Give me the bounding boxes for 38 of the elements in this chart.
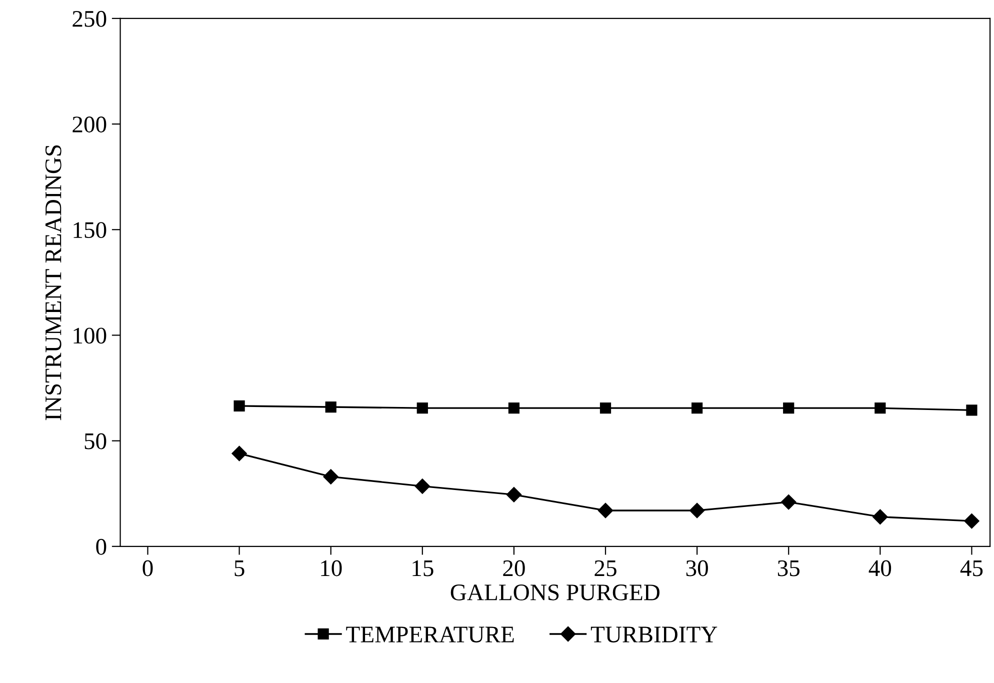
x-tick-label: 40 [868, 560, 892, 576]
point [781, 494, 796, 510]
y-tick-label: 50 [84, 433, 106, 450]
point [874, 402, 886, 414]
y-tick-label: 200 [72, 116, 106, 132]
y-axis-title: INSTRUMENT READINGS [45, 145, 62, 420]
point [325, 401, 336, 413]
x-tick-label: 30 [686, 560, 708, 576]
legend-label: TEMPERATURE [346, 626, 514, 642]
point [692, 402, 703, 414]
point [872, 509, 888, 524]
y-tick-label: 250 [72, 10, 106, 27]
point [964, 513, 980, 529]
x-tick-label: 35 [778, 560, 800, 576]
point [600, 402, 612, 414]
x-axis-title: GALLONS PURGED [450, 584, 660, 600]
y-tick-label: 150 [74, 222, 106, 238]
x-tick-label: 20 [503, 560, 525, 576]
point [598, 502, 614, 518]
point [232, 446, 247, 462]
x-tick-label: 5 [234, 560, 244, 576]
x-tick-label: 15 [412, 560, 434, 576]
x-tick-label: 45 [960, 560, 983, 576]
legend-label: TURBIDITY [590, 626, 718, 642]
point [323, 469, 338, 484]
x-tick-label: 25 [594, 560, 616, 576]
point [414, 478, 430, 494]
point [966, 404, 978, 416]
point [783, 402, 794, 414]
point [506, 487, 522, 502]
point [689, 502, 705, 518]
point [416, 402, 428, 414]
point [234, 400, 245, 412]
x-tick-label: 10 [321, 560, 342, 576]
y-tick-label: 0 [96, 538, 106, 555]
x-tick-label: 0 [142, 560, 153, 576]
y-tick-label: 100 [74, 328, 106, 344]
point [508, 402, 520, 414]
